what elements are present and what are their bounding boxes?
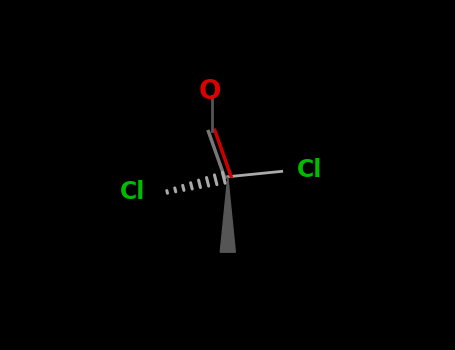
Text: Cl: Cl [120, 180, 146, 204]
Text: O: O [199, 79, 222, 105]
Polygon shape [220, 177, 235, 252]
Text: Cl: Cl [297, 158, 322, 182]
